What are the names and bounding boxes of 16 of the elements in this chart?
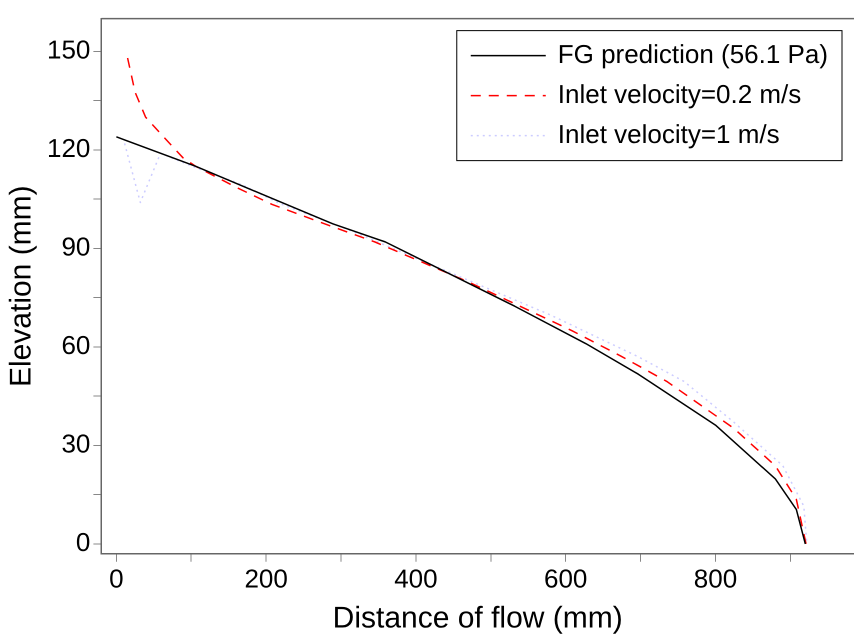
- x-tick-label: 200: [244, 564, 288, 594]
- y-axis-title: Elevation (mm): [4, 185, 38, 388]
- y-tick-label: 150: [46, 34, 90, 65]
- y-tick-label: 0: [76, 527, 90, 558]
- x-axis-title: Distance of flow (mm): [332, 601, 623, 634]
- y-tick-label: 90: [61, 232, 90, 262]
- legend-label: FG prediction (56.1 Pa): [558, 38, 828, 69]
- x-tick-label: 0: [109, 564, 124, 594]
- legend-label: Inlet velocity=0.2 m/s: [558, 78, 802, 109]
- x-tick-label: 800: [694, 564, 738, 594]
- y-tick-label: 30: [61, 428, 90, 459]
- x-tick-label: 600: [544, 564, 588, 594]
- x-tick-label: 400: [394, 564, 438, 594]
- legend-label: Inlet velocity=1 m/s: [558, 118, 780, 149]
- y-tick-label: 120: [46, 133, 90, 164]
- y-tick-label: 60: [61, 330, 90, 360]
